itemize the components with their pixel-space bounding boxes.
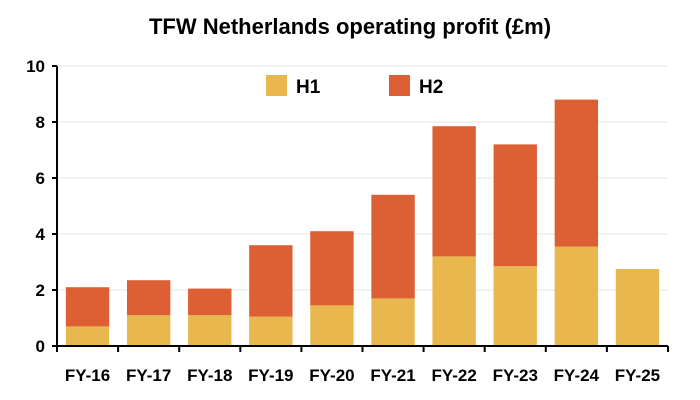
x-tick-label: FY-20 (309, 366, 354, 385)
legend-swatch-h2 (389, 75, 410, 96)
bar-h2-fy-21 (371, 194, 415, 299)
bar-h2-fy-19 (249, 245, 293, 317)
bars (65, 99, 660, 346)
bar-h1-fy-24 (554, 246, 599, 346)
x-tick-label: FY-22 (431, 366, 476, 385)
bar-h2-fy-18 (188, 288, 232, 316)
x-tick-label: FY-19 (248, 366, 293, 385)
y-tick-label: 0 (36, 337, 45, 356)
bar-h2-fy-23 (493, 144, 537, 267)
x-tick-label: FY-25 (615, 366, 660, 385)
legend-label-h2: H2 (419, 77, 443, 98)
legend: H1 H2 (266, 75, 443, 98)
bar-h1-fy-21 (371, 298, 415, 346)
bar-h1-fy-18 (188, 315, 232, 346)
x-tick-label: FY-18 (187, 366, 232, 385)
bar-h1-fy-25 (615, 269, 660, 346)
y-tick-label: 8 (36, 113, 45, 132)
bar-h2-fy-20 (310, 231, 354, 306)
bar-h1-fy-23 (493, 266, 537, 346)
legend-label-h1: H1 (296, 77, 321, 98)
y-tick-label: 2 (36, 281, 45, 300)
bar-h2-fy-22 (432, 126, 476, 257)
bar-h1-fy-16 (65, 326, 110, 346)
x-tick-label: FY-16 (65, 366, 110, 385)
legend-swatch-h1 (266, 75, 287, 96)
bar-h2-fy-17 (126, 280, 171, 316)
x-tick-label: FY-17 (126, 366, 171, 385)
bar-h1-fy-17 (126, 315, 171, 346)
bar-h1-fy-22 (432, 256, 476, 346)
x-tick-label: FY-24 (554, 366, 600, 385)
bar-h2-fy-16 (65, 287, 110, 327)
x-axis-ticks: FY-16 FY-17 FY-18 FY-19 FY-20 FY-21 FY-22 FY-23… (56, 346, 669, 385)
y-axis-ticks: 0 2 4 6 8 10 (26, 57, 57, 356)
x-tick-label: FY-23 (493, 366, 538, 385)
y-tick-label: 6 (36, 169, 45, 188)
y-tick-label: 4 (36, 225, 46, 244)
bar-h2-fy-24 (554, 99, 599, 247)
chart-title: TFW Netherlands operating profit (£m) (148, 14, 552, 39)
y-tick-label: 10 (26, 57, 45, 76)
bar-h1-fy-19 (249, 316, 293, 346)
x-tick-label: FY-21 (370, 366, 415, 385)
bar-h1-fy-20 (310, 305, 354, 346)
